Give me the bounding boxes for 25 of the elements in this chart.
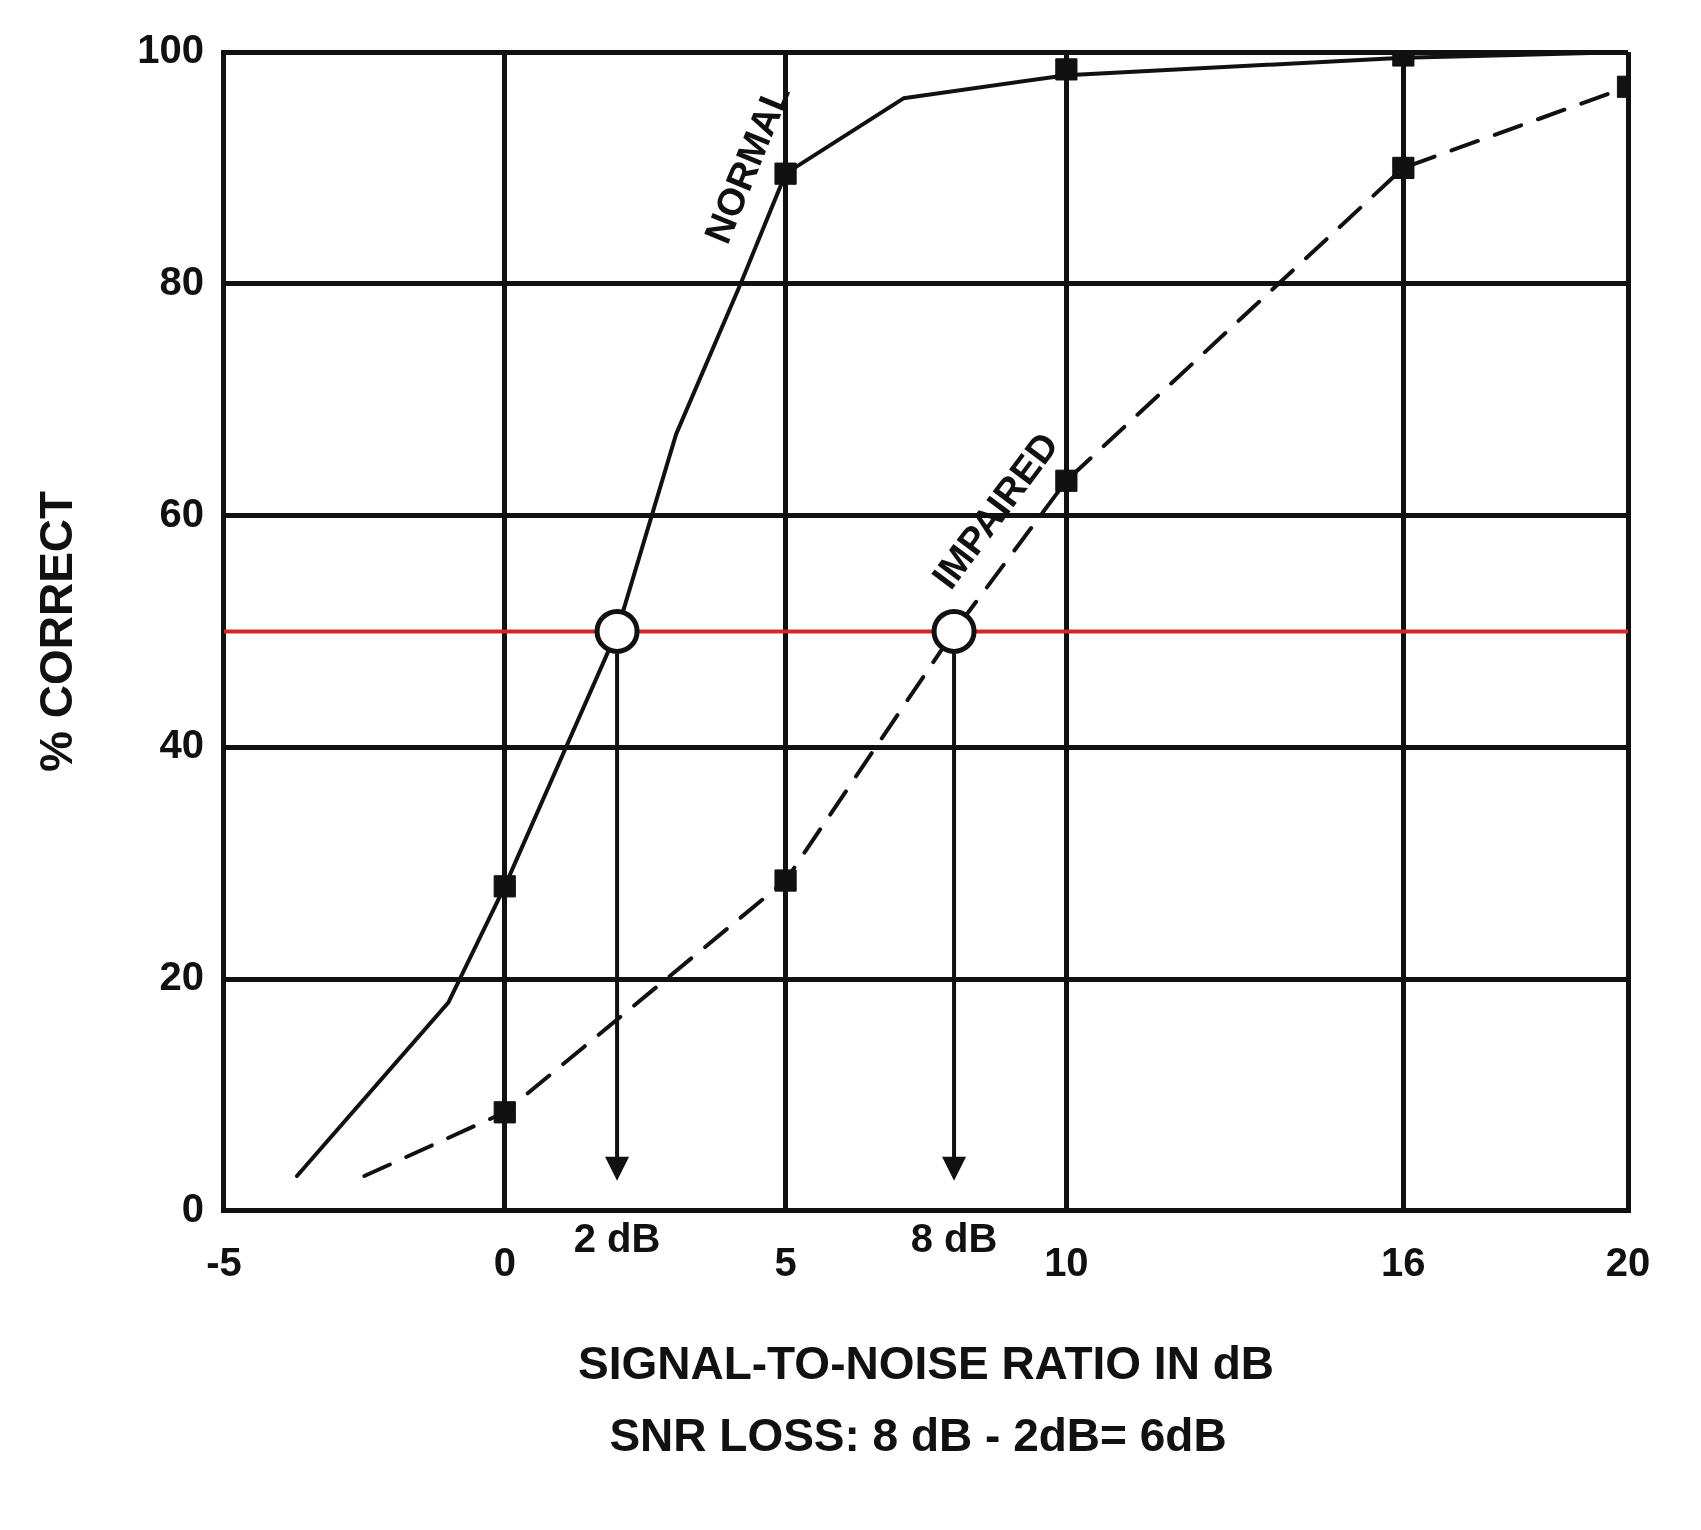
y-tick-label: 60 bbox=[159, 490, 204, 535]
x-tick-label: 5 bbox=[774, 1239, 797, 1284]
text: 2 dB bbox=[573, 1215, 661, 1260]
point bbox=[931, 608, 977, 654]
y-tick-label: 100 bbox=[137, 27, 204, 72]
y-axis-title: % CORRECT bbox=[30, 490, 83, 772]
text: SNR LOSS: 8 dB - 2dB= 6dB bbox=[608, 1408, 1228, 1462]
y-tick-label: 0 bbox=[181, 1185, 204, 1230]
point bbox=[1055, 469, 1078, 492]
x-axis-title: SIGNAL-TO-NOISE RATIO IN dB bbox=[577, 1337, 1274, 1390]
point bbox=[493, 1101, 516, 1124]
point bbox=[493, 875, 516, 898]
y-tick-label: 40 bbox=[159, 722, 204, 767]
point bbox=[1055, 58, 1078, 81]
point bbox=[1392, 156, 1415, 179]
text: 8 dB bbox=[910, 1215, 998, 1260]
x-tick-label: 0 bbox=[493, 1239, 516, 1284]
y-tick-label: 80 bbox=[159, 258, 204, 303]
x-tick-label: 16 bbox=[1381, 1239, 1426, 1284]
x-tick-label: 10 bbox=[1044, 1239, 1089, 1284]
y-tick-label: 20 bbox=[159, 954, 204, 999]
point bbox=[594, 608, 640, 654]
point bbox=[774, 869, 797, 892]
x-tick-label: -5 bbox=[206, 1239, 242, 1284]
x-tick-label: 20 bbox=[1605, 1239, 1651, 1284]
